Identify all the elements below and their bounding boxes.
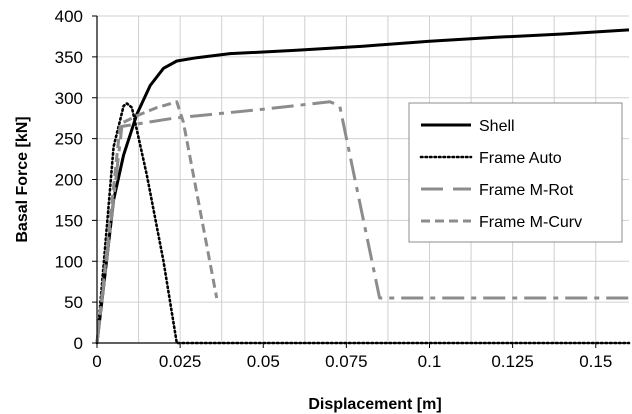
x-tick-label-6: 0.15: [579, 352, 612, 371]
y-axis-title: Basal Force [kN]: [14, 116, 31, 242]
legend-label-frame-m-rot: Frame M-Rot: [479, 182, 574, 199]
y-tick-label-0: 0: [74, 334, 83, 353]
y-tick-label-3: 150: [55, 211, 83, 230]
x-tick-label-1: 0.025: [159, 352, 202, 371]
legend-label-shell: Shell: [479, 118, 515, 135]
y-tick-label-8: 400: [55, 7, 83, 26]
series-line-frame-m-curv: [95, 100, 219, 344]
y-tick-label-2: 100: [55, 252, 83, 271]
y-tick-label-5: 250: [55, 130, 83, 149]
tick-labels: 0 0.025 0.05 0.075 0.1 0.125 0.15 0 50 100 150 200 2…: [55, 7, 613, 371]
x-tick-label-5: 0.125: [491, 352, 534, 371]
legend-label-frame-m-curv: Frame M-Curv: [479, 214, 582, 231]
x-tick-label-3: 0.075: [325, 352, 368, 371]
y-tick-label-4: 200: [55, 171, 83, 190]
x-tick-label-2: 0.05: [247, 352, 280, 371]
x-tick-label-4: 0.1: [418, 352, 442, 371]
x-axis-title: Displacement [m]: [308, 396, 441, 413]
y-tick-label-7: 350: [55, 48, 83, 67]
series-line-frame-m-rot: [95, 100, 629, 344]
y-tick-label-1: 50: [64, 293, 83, 312]
y-tick-label-6: 300: [55, 89, 83, 108]
axes: [92, 15, 629, 348]
x-tick-label-0: 0: [92, 352, 101, 371]
legend: Shell Frame Auto Frame M-Rot Frame M-Curv: [408, 102, 623, 243]
legend-label-frame-auto: Frame Auto: [479, 150, 562, 167]
series-line-shell: [95, 28, 630, 344]
